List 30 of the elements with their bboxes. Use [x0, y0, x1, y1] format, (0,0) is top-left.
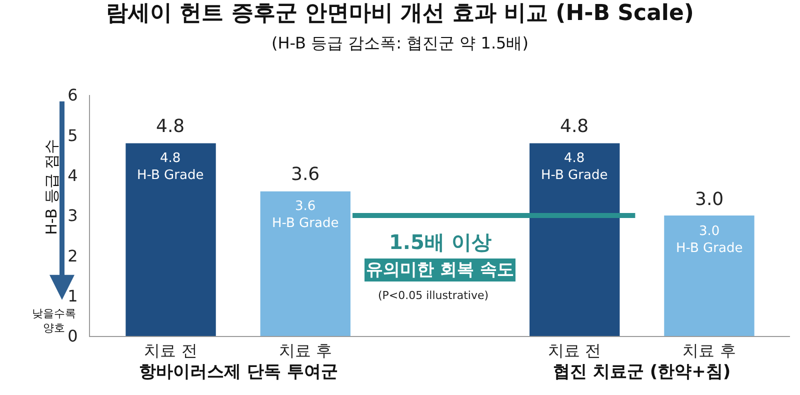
data-label: 3.6 — [291, 164, 320, 185]
x-tick-label: 치료 후 — [278, 341, 332, 360]
text: 항바이러스제 단독 투여군 — [139, 362, 338, 382]
annotation: 3.0 H-B Grade — [676, 224, 743, 256]
data-label: 4.8 — [560, 116, 589, 137]
x-tick-label: 치료 전 — [144, 341, 198, 360]
bar — [530, 143, 620, 336]
annotation: 4.8 H-B Grade — [137, 151, 204, 183]
bar — [260, 191, 350, 336]
annotation: 유의미한 회복 속도 — [366, 260, 514, 280]
y-tick-label: 6 — [68, 86, 78, 105]
data-label: 4.8 — [156, 116, 185, 137]
bar — [126, 143, 216, 336]
y-tick-label: 3 — [68, 206, 78, 226]
bar — [664, 216, 754, 336]
y-tick-label: 5 — [68, 126, 78, 145]
annotation: 1.5배 이상 — [389, 230, 492, 254]
chart-subtitle: (H-B 등급 감소폭: 협진군 약 1.5배) — [272, 33, 528, 52]
y-axis-title: H-B 등급 점수 — [42, 138, 61, 235]
y-tick-label: 1 — [68, 286, 78, 306]
y-tick-label: 4 — [68, 166, 78, 185]
text: 협진 치료군 (한약+침) — [553, 362, 731, 382]
data-label: 3.0 — [695, 189, 724, 210]
x-tick-label: 치료 후 — [682, 341, 736, 360]
annotation: 3.6 H-B Grade — [272, 199, 339, 231]
x-tick-label: 치료 전 — [548, 341, 602, 360]
y-tick-label: 2 — [68, 246, 78, 266]
chart-title: 람세이 헌트 증후군 안면마비 개선 효과 비교 (H-B Scale) — [106, 0, 694, 26]
annotation: (P<0.05 illustrative) — [378, 289, 489, 302]
annotation: 4.8 H-B Grade — [541, 151, 608, 183]
